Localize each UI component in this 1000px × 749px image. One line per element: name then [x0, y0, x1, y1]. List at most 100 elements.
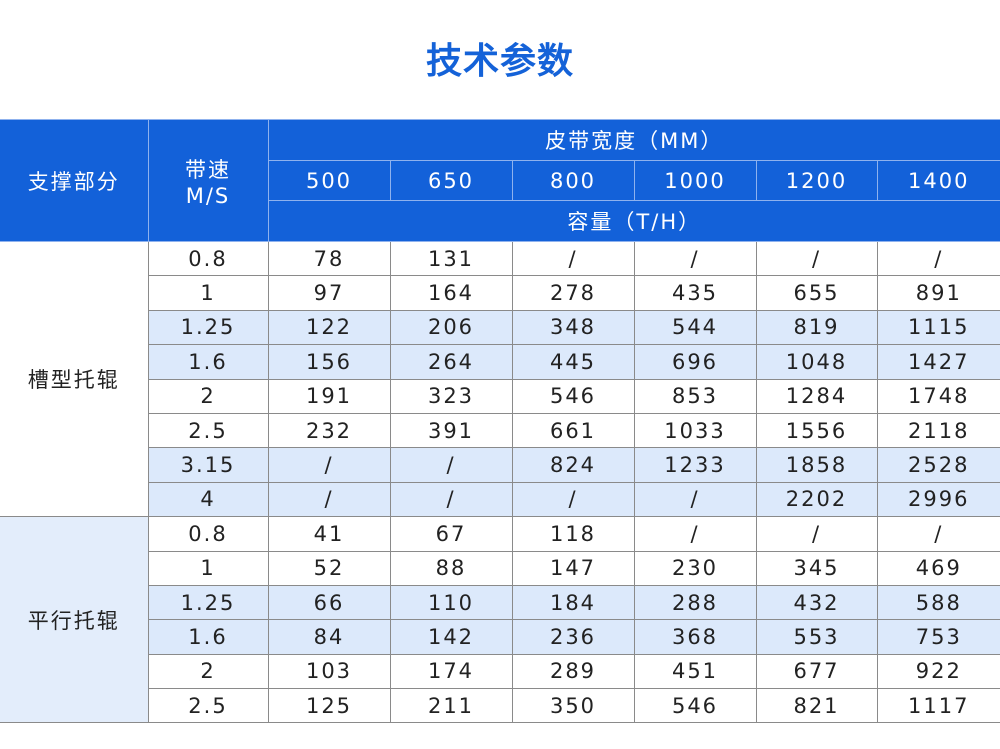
capacity-cell: 67	[389, 516, 513, 552]
capacity-cell: 432	[755, 584, 878, 621]
table-row: 1.25 66 110 184 288 432 588	[0, 584, 1000, 621]
capacity-cell: 78	[267, 240, 391, 277]
table-row: 1.25 122 206 348 544 819 1115	[0, 309, 1000, 346]
capacity-cell: 2202	[755, 481, 878, 518]
table-row: 2 191 323 546 853 1284 1748	[0, 378, 1000, 414]
table-row: 1 52 88 147 230 345 469	[0, 550, 1000, 586]
capacity-cell: 1858	[755, 447, 878, 483]
capacity-cell: 142	[389, 619, 513, 655]
capacity-cell: /	[267, 447, 391, 483]
capacity-cell: 435	[633, 275, 757, 311]
capacity-cell: 66	[267, 584, 391, 621]
capacity-cell: 1033	[633, 412, 757, 449]
capacity-cell: 52	[267, 550, 391, 586]
speed-cell: 1.25	[148, 584, 269, 621]
capacity-cell: 1048	[755, 344, 878, 380]
capacity-cell: 391	[389, 412, 513, 449]
capacity-cell: 546	[633, 688, 757, 724]
header-width: 1400	[876, 160, 1000, 201]
table-row: 2.5 232 391 661 1033 1556 2118	[0, 412, 1000, 449]
capacity-cell: 125	[267, 688, 391, 724]
capacity-cell: 853	[633, 378, 757, 414]
capacity-cell: 206	[389, 309, 513, 346]
capacity-cell: 2996	[876, 481, 1000, 518]
capacity-cell: 368	[633, 619, 757, 655]
capacity-cell: /	[389, 481, 513, 518]
header-speed-label: 带速	[185, 157, 231, 182]
speed-cell: 2	[148, 653, 269, 690]
speed-cell: 1	[148, 550, 269, 586]
table-row: 平行托辊 0.8 41 67 118// /	[0, 516, 1000, 724]
capacity-cell: 1748	[876, 378, 1000, 414]
table-row: 4// //2202 2996	[0, 481, 1000, 518]
capacity-cell: 184	[511, 584, 635, 621]
header-width: 500	[268, 160, 391, 201]
capacity-cell: 289	[511, 653, 635, 690]
capacity-cell: 131	[389, 240, 513, 277]
header-capacity: 容量（T/H）	[268, 200, 1000, 242]
header-support: 支撑部分	[0, 119, 149, 242]
capacity-cell: 323	[389, 378, 513, 414]
speed-cell: 0.8	[147, 240, 269, 277]
header-width: 1200	[755, 160, 878, 201]
capacity-cell: 661	[511, 412, 635, 449]
capacity-cell: /	[755, 516, 878, 552]
header-width: 800	[511, 160, 635, 201]
capacity-cell: 350	[511, 688, 635, 724]
speed-cell: 0.8	[147, 516, 269, 552]
capacity-cell: 191	[267, 378, 391, 414]
capacity-cell: 122	[267, 309, 391, 346]
capacity-cell: /	[511, 481, 635, 518]
capacity-cell: 544	[633, 309, 757, 346]
table-body: 槽型托辊 0.8 78 131// //1 97 164 278 435 655 891 1.25 12…	[0, 240, 1000, 724]
header-speed: 带速 M/S	[147, 119, 269, 242]
capacity-cell: 164	[389, 275, 513, 311]
capacity-cell: /	[389, 447, 513, 483]
capacity-cell: /	[633, 240, 757, 277]
speed-cell: 1.25	[148, 309, 269, 346]
capacity-cell: 1115	[876, 309, 1000, 346]
capacity-cell: 677	[755, 653, 878, 690]
capacity-cell: 84	[267, 619, 391, 655]
capacity-cell: 211	[389, 688, 513, 724]
capacity-cell: 469	[876, 550, 1000, 586]
capacity-cell: 445	[511, 344, 635, 380]
table-row: 槽型托辊 0.8 78 131// / /	[0, 240, 1000, 518]
speed-cell: 2.5	[148, 412, 269, 449]
capacity-cell: 891	[876, 275, 1000, 311]
capacity-cell: 553	[755, 619, 878, 655]
capacity-cell: /	[511, 240, 635, 277]
table-row: 1.6 84 142 236 368 553 753	[0, 619, 1000, 655]
header-belt-width: 皮带宽度（MM）	[267, 119, 1000, 161]
capacity-cell: /	[267, 481, 391, 518]
capacity-cell: /	[876, 516, 1000, 552]
capacity-cell: 1427	[876, 344, 1000, 380]
support-type-cell: 槽型托辊	[0, 240, 149, 518]
capacity-cell: 103	[267, 653, 391, 690]
capacity-cell: 118	[511, 516, 635, 552]
capacity-cell: /	[755, 240, 878, 277]
support-type-cell: 平行托辊	[0, 516, 149, 724]
capacity-cell: 156	[267, 344, 391, 380]
capacity-cell: 2528	[876, 447, 1000, 483]
capacity-cell: 88	[389, 550, 513, 586]
capacity-cell: 821	[755, 688, 878, 724]
table-row: 1 97 164 278 435 655 891	[0, 275, 1000, 311]
capacity-cell: 110	[389, 584, 513, 621]
capacity-cell: 1233	[633, 447, 757, 483]
header-width: 1000	[633, 160, 757, 201]
capacity-cell: /	[633, 481, 757, 518]
capacity-cell: 278	[511, 275, 635, 311]
capacity-cell: 655	[755, 275, 878, 311]
capacity-cell: 824	[511, 447, 635, 483]
capacity-cell: 147	[511, 550, 635, 586]
table-row: 3.15//824 1233 1858 2528	[0, 447, 1000, 483]
capacity-cell: 174	[389, 653, 513, 690]
capacity-cell: 819	[755, 309, 878, 346]
capacity-cell: 230	[633, 550, 757, 586]
capacity-cell: 345	[755, 550, 878, 586]
capacity-cell: /	[633, 516, 757, 552]
speed-cell: 1	[148, 275, 269, 311]
table-row: 2.5 125 211 350 546 821 1117	[0, 688, 1000, 724]
capacity-cell: 753	[876, 619, 1000, 655]
